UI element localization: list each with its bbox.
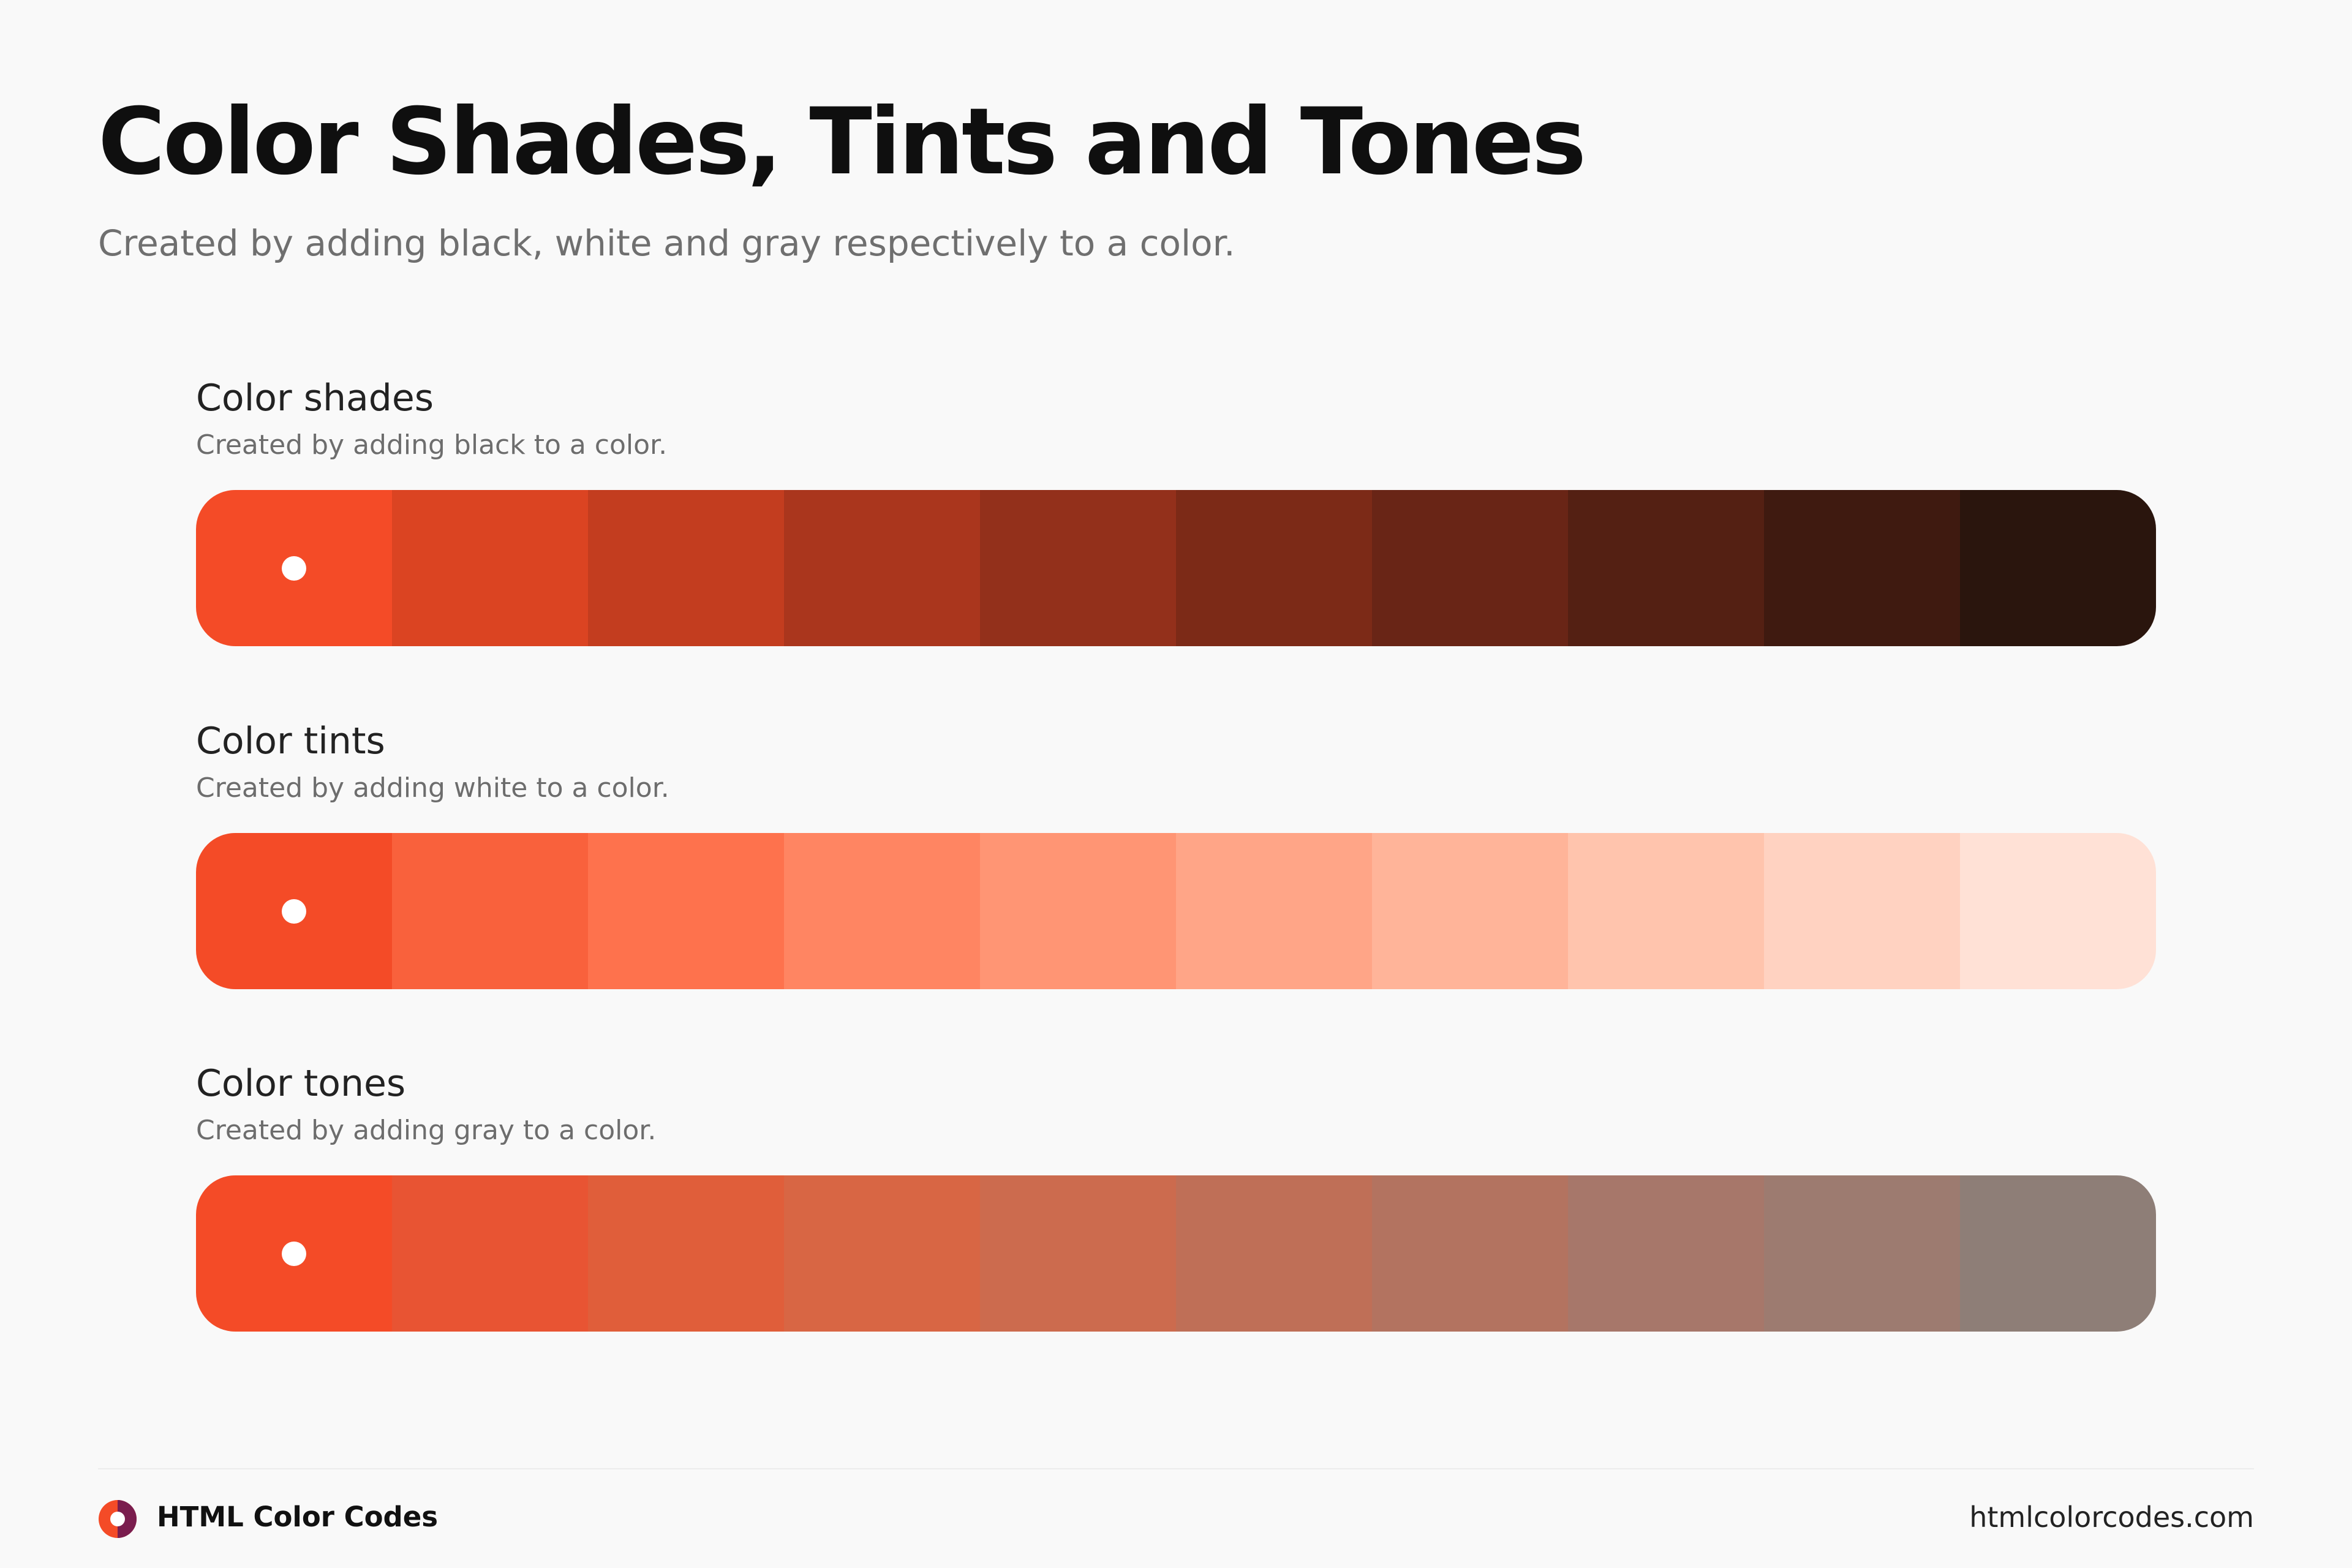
- color-swatch[interactable]: [196, 1175, 392, 1332]
- color-swatch[interactable]: [980, 1175, 1176, 1332]
- color-swatch[interactable]: [784, 490, 980, 646]
- color-swatch[interactable]: [588, 833, 784, 989]
- tones-strip: [196, 1175, 2156, 1332]
- color-swatch[interactable]: [1764, 833, 1960, 989]
- page-subtitle: Created by adding black, white and gray …: [98, 222, 1235, 264]
- color-swatch[interactable]: [1372, 833, 1568, 989]
- page-title: Color Shades, Tints and Tones: [98, 89, 1586, 195]
- section-description: Created by adding gray to a color.: [196, 1115, 657, 1146]
- tints-strip: [196, 833, 2156, 989]
- color-swatch[interactable]: [196, 490, 392, 646]
- footer-divider: [98, 1468, 2254, 1469]
- section-title: Color tones: [196, 1062, 406, 1105]
- color-swatch[interactable]: [1568, 833, 1764, 989]
- color-swatch[interactable]: [392, 1175, 588, 1332]
- base-color-marker: [282, 1241, 306, 1266]
- color-swatch[interactable]: [588, 490, 784, 646]
- color-swatch[interactable]: [1568, 490, 1764, 646]
- color-swatch[interactable]: [196, 833, 392, 989]
- color-swatch[interactable]: [588, 1175, 784, 1332]
- color-swatch[interactable]: [1764, 1175, 1960, 1332]
- color-swatch[interactable]: [1764, 490, 1960, 646]
- section-title: Color shades: [196, 377, 434, 420]
- color-swatch[interactable]: [980, 490, 1176, 646]
- section-title: Color tints: [196, 720, 385, 763]
- color-swatch[interactable]: [1960, 490, 2156, 646]
- shades-strip: [196, 490, 2156, 646]
- color-swatch[interactable]: [980, 833, 1176, 989]
- color-swatch[interactable]: [1960, 833, 2156, 989]
- color-swatch[interactable]: [784, 833, 980, 989]
- color-swatch[interactable]: [1176, 490, 1372, 646]
- color-swatch[interactable]: [1176, 1175, 1372, 1332]
- color-swatch[interactable]: [1960, 1175, 2156, 1332]
- color-swatch[interactable]: [1176, 833, 1372, 989]
- section-description: Created by adding black to a color.: [196, 429, 668, 461]
- color-swatch[interactable]: [392, 490, 588, 646]
- footer-url[interactable]: htmlcolorcodes.com: [1969, 1501, 2254, 1534]
- base-color-marker: [282, 556, 306, 581]
- color-swatch[interactable]: [784, 1175, 980, 1332]
- color-swatch[interactable]: [1372, 490, 1568, 646]
- color-wheel-icon: [99, 1500, 137, 1538]
- footer-brand: HTML Color Codes: [157, 1501, 439, 1533]
- color-swatch[interactable]: [1568, 1175, 1764, 1332]
- color-swatch[interactable]: [392, 833, 588, 989]
- color-swatch[interactable]: [1372, 1175, 1568, 1332]
- section-description: Created by adding white to a color.: [196, 772, 669, 804]
- base-color-marker: [282, 899, 306, 924]
